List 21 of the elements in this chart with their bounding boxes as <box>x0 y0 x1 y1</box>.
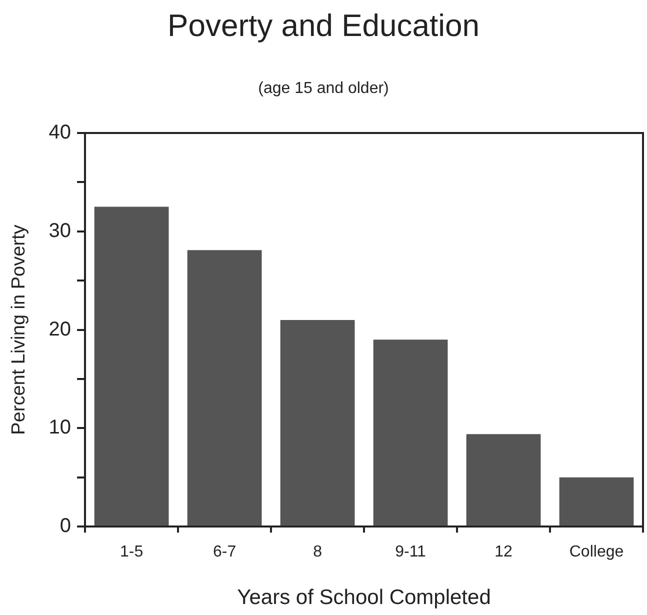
chart-title: Poverty and Education <box>166 8 480 44</box>
x-tick-label: 9-11 <box>395 544 426 561</box>
x-axis-title: Years of School Completed <box>237 586 491 610</box>
y-tick-label: 40 <box>48 122 72 144</box>
bar <box>94 206 169 526</box>
bar <box>187 250 262 526</box>
y-tick-label: 30 <box>48 220 72 242</box>
y-axis-title: Percent Living in Poverty <box>8 224 30 435</box>
bar <box>466 434 541 526</box>
bar <box>559 477 634 526</box>
y-tick-label: 10 <box>48 416 72 439</box>
chart-subtitle: (age 15 and older) <box>257 80 390 98</box>
x-tick-label: 8 <box>313 544 322 561</box>
x-tick-label: College <box>569 544 624 561</box>
x-tick-label: 1-5 <box>120 544 144 561</box>
bar <box>373 340 448 526</box>
bar <box>280 320 355 526</box>
x-tick-label: 12 <box>494 544 513 561</box>
x-tick-label: 6-7 <box>212 544 236 561</box>
y-tick-label: 0 <box>60 515 72 538</box>
y-tick-label: 20 <box>48 318 72 340</box>
